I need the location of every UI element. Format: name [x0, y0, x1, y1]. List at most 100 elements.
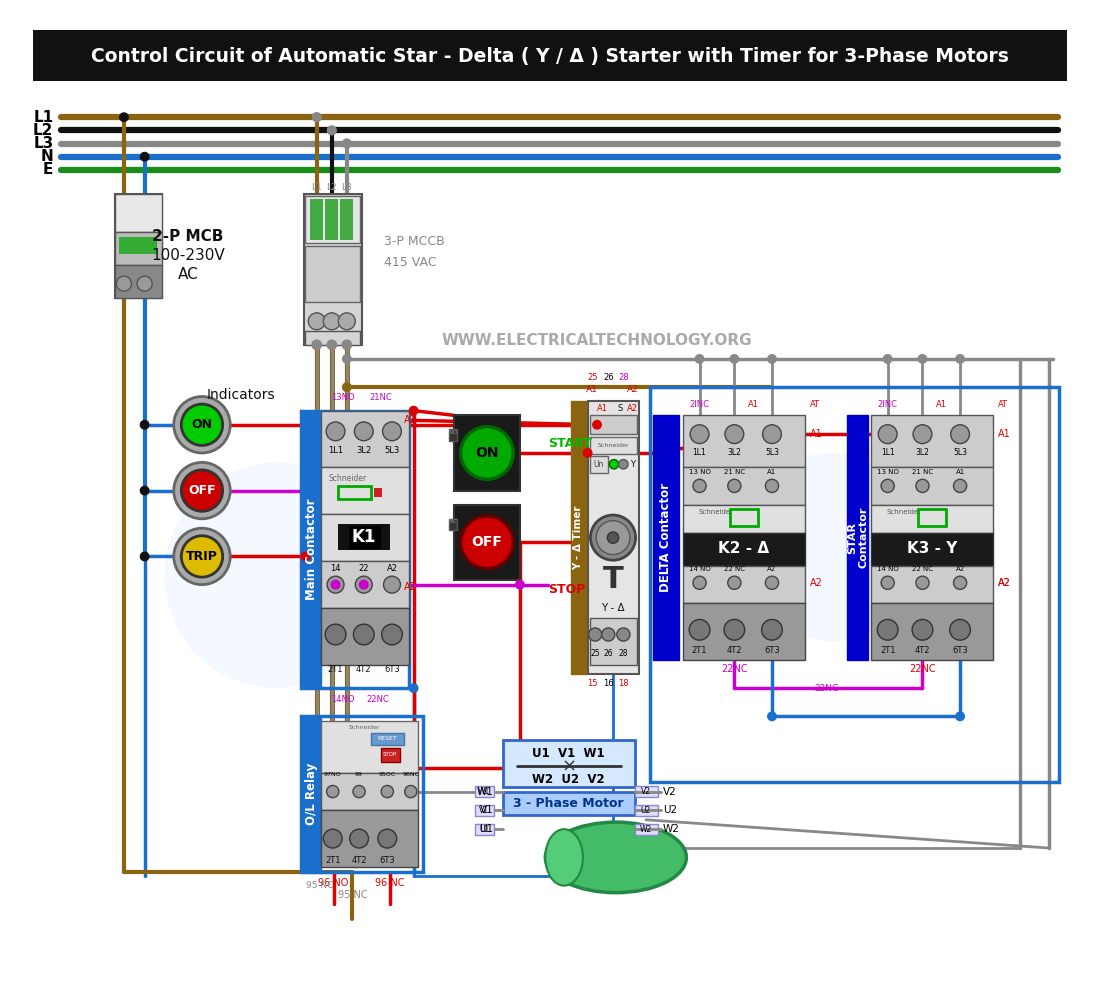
Text: 13 NO: 13 NO: [877, 469, 899, 475]
Text: A1: A1: [404, 415, 417, 425]
Text: A2: A2: [810, 578, 823, 588]
Bar: [635, 786, 658, 797]
Text: L2: L2: [33, 123, 54, 138]
Text: TRIP: TRIP: [186, 550, 218, 563]
Circle shape: [602, 628, 615, 641]
Text: 14 NO: 14 NO: [689, 566, 711, 572]
Text: 5L3: 5L3: [764, 448, 779, 457]
Bar: [871, 603, 993, 660]
Text: 6T3: 6T3: [379, 856, 395, 865]
Bar: [847, 415, 868, 660]
Bar: [321, 561, 409, 608]
Text: A2: A2: [627, 385, 639, 394]
Text: A1: A1: [936, 400, 947, 409]
Text: 5L3: 5L3: [384, 446, 399, 455]
Text: NC: NC: [449, 519, 458, 524]
Text: W2  U2  V2: W2 U2 V2: [532, 773, 605, 786]
Text: 2INC: 2INC: [878, 400, 898, 409]
Bar: [321, 514, 409, 561]
Circle shape: [588, 628, 602, 641]
Text: WWW.ELECTRICALTECHNOLOGY.ORG: WWW.ELECTRICALTECHNOLOGY.ORG: [442, 333, 752, 348]
Circle shape: [174, 397, 230, 453]
Text: 95OC: 95OC: [378, 772, 396, 777]
Text: K1: K1: [352, 528, 376, 546]
Circle shape: [141, 421, 149, 429]
Circle shape: [331, 580, 340, 589]
Text: 95 NC: 95 NC: [306, 881, 333, 890]
Text: 4T2: 4T2: [351, 856, 366, 865]
Text: S: S: [618, 404, 624, 413]
Circle shape: [384, 576, 400, 593]
Circle shape: [312, 113, 321, 121]
Text: 2-P MCB: 2-P MCB: [152, 229, 223, 244]
Circle shape: [339, 313, 355, 330]
Text: 3 - Phase Motor: 3 - Phase Motor: [514, 797, 624, 810]
Text: OFF: OFF: [188, 484, 216, 497]
Text: 97NO: 97NO: [323, 772, 342, 777]
Circle shape: [308, 313, 326, 330]
Bar: [339, 524, 390, 550]
Text: A1: A1: [748, 400, 759, 409]
Ellipse shape: [546, 829, 583, 886]
Circle shape: [353, 785, 365, 798]
Bar: [503, 792, 635, 815]
Bar: [321, 411, 409, 467]
Text: L3: L3: [341, 183, 352, 192]
Bar: [310, 199, 323, 240]
Text: 16: 16: [603, 679, 614, 688]
Text: 4T2: 4T2: [915, 646, 931, 655]
Bar: [683, 505, 805, 533]
Text: A1: A1: [998, 429, 1011, 439]
Text: W2: W2: [640, 825, 652, 834]
Text: 22NC: 22NC: [720, 664, 748, 674]
Circle shape: [516, 580, 524, 589]
Circle shape: [690, 619, 710, 640]
Bar: [374, 488, 382, 497]
Circle shape: [383, 422, 402, 441]
Bar: [454, 415, 520, 491]
Bar: [300, 411, 409, 688]
Circle shape: [409, 684, 418, 692]
Text: 25: 25: [587, 373, 597, 382]
Text: L1: L1: [311, 183, 322, 192]
Circle shape: [326, 624, 345, 645]
Text: Schneider: Schneider: [887, 509, 921, 515]
Text: A2: A2: [956, 566, 965, 572]
Circle shape: [141, 152, 149, 161]
Circle shape: [768, 712, 777, 721]
Bar: [339, 486, 372, 499]
Circle shape: [174, 528, 230, 585]
Circle shape: [342, 340, 352, 350]
Text: ON: ON: [475, 446, 498, 460]
Text: V1: V1: [480, 805, 494, 815]
Circle shape: [766, 479, 779, 492]
Circle shape: [117, 276, 131, 291]
Text: 14NO: 14NO: [331, 695, 355, 704]
Text: 22: 22: [359, 564, 369, 573]
Text: L3: L3: [33, 136, 54, 151]
Circle shape: [138, 276, 152, 291]
Circle shape: [164, 462, 390, 688]
Circle shape: [949, 619, 970, 640]
Bar: [450, 519, 456, 530]
Circle shape: [328, 126, 336, 135]
Text: AT: AT: [998, 400, 1008, 409]
Ellipse shape: [546, 822, 686, 893]
Circle shape: [141, 486, 149, 495]
Circle shape: [738, 453, 926, 641]
Circle shape: [327, 576, 344, 593]
Bar: [300, 716, 321, 872]
Circle shape: [323, 313, 340, 330]
Bar: [119, 237, 157, 254]
Text: ×: ×: [561, 757, 576, 775]
Bar: [304, 194, 362, 345]
Circle shape: [693, 576, 706, 589]
Text: K1: K1: [352, 529, 378, 547]
Bar: [683, 415, 805, 467]
Text: A1: A1: [586, 385, 598, 394]
Text: STOP: STOP: [548, 583, 585, 596]
Text: O/L Relay: O/L Relay: [305, 762, 318, 825]
Circle shape: [382, 785, 394, 798]
Circle shape: [461, 516, 514, 569]
Bar: [652, 415, 679, 660]
